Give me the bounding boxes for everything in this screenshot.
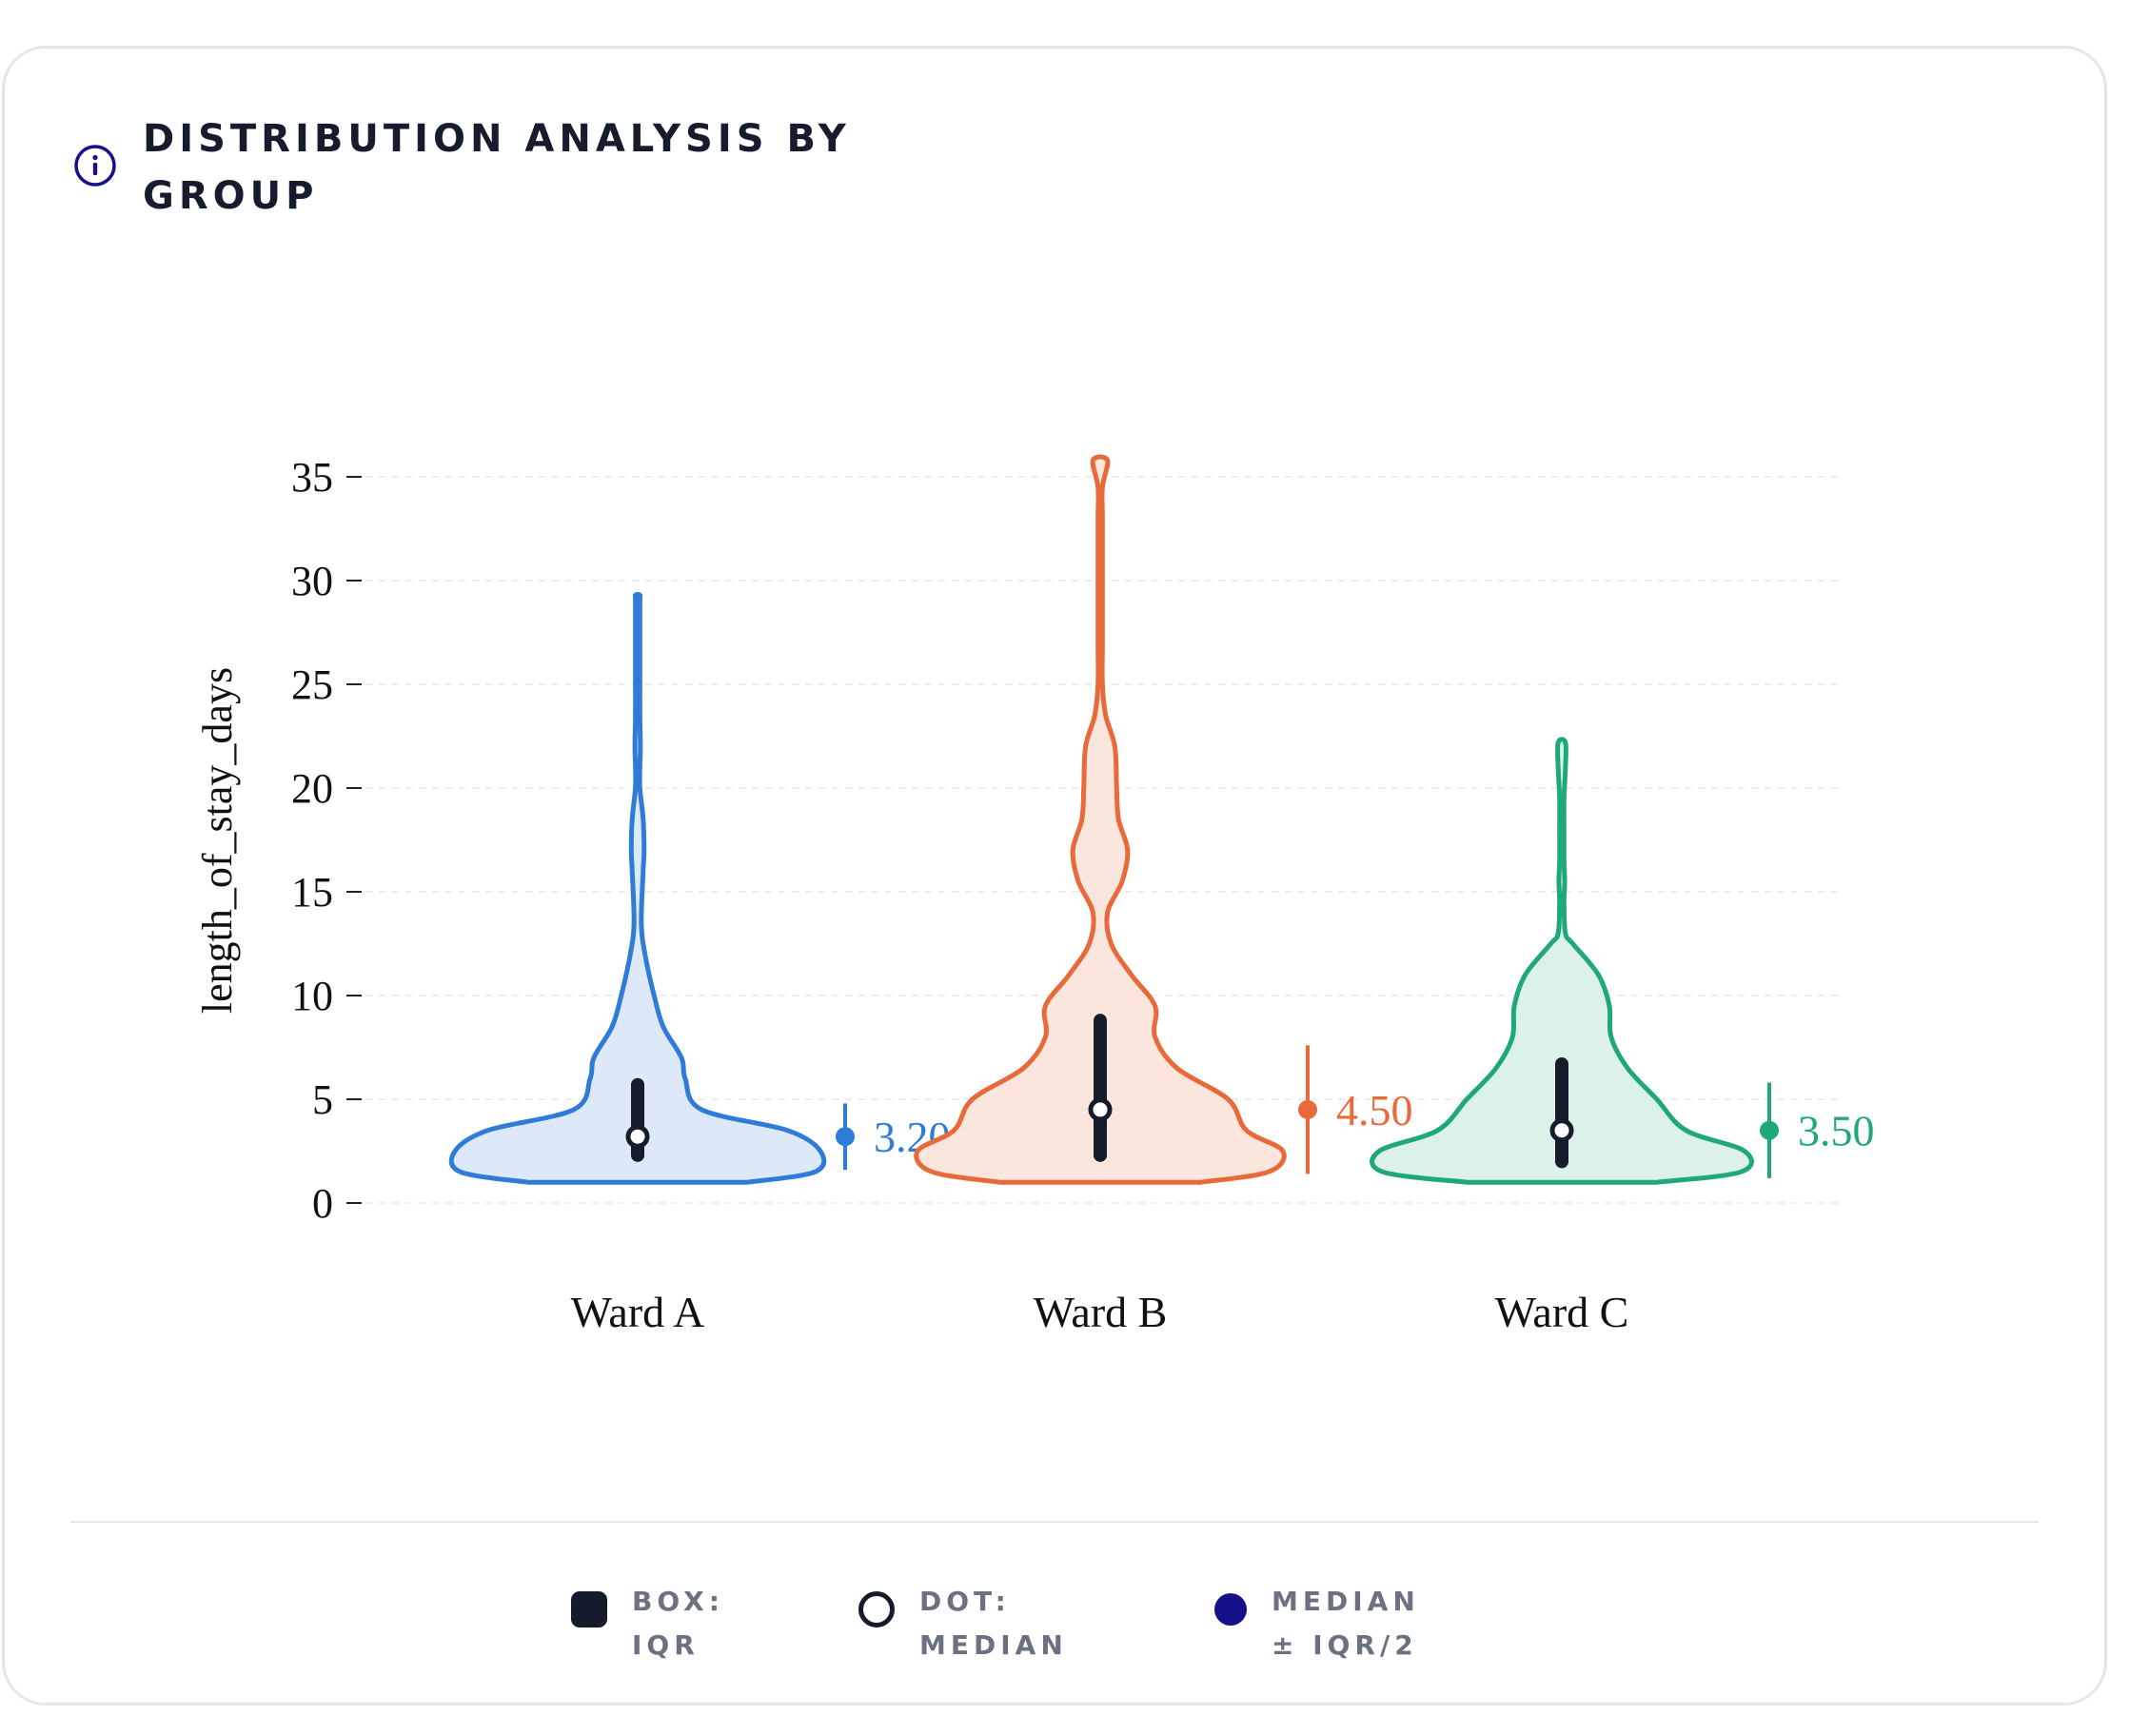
- y-tick-label: 0: [312, 1180, 333, 1227]
- violin-shape: [448, 591, 827, 1185]
- legend-median-label: MEDIAN ± IQR/2: [1272, 1586, 1420, 1661]
- median-interval-dot: [1760, 1120, 1779, 1140]
- median-interval-dot: [836, 1127, 855, 1147]
- y-tick-label: 20: [291, 765, 333, 812]
- median-interval-dot: [1298, 1099, 1317, 1119]
- card-header: DISTRIBUTION ANALYSIS BY GROUP: [70, 110, 866, 225]
- x-category-label: Ward B: [1034, 1288, 1168, 1336]
- chart-card: [2, 46, 2107, 1706]
- legend-dot-label: DOT: MEDIAN: [919, 1586, 1068, 1661]
- legend-box-label: BOX: IQR: [632, 1586, 724, 1661]
- violin-shape: [1370, 737, 1754, 1185]
- chart-title: DISTRIBUTION ANALYSIS BY GROUP: [143, 117, 851, 218]
- median-dot: [1088, 1097, 1113, 1122]
- legend-item-median: MEDIAN ± IQR/2: [1214, 1586, 1452, 1667]
- info-circle-icon[interactable]: [70, 141, 120, 190]
- y-tick-label: 30: [291, 558, 333, 604]
- median-dot: [1549, 1118, 1574, 1143]
- y-tick-label: 25: [291, 661, 333, 708]
- legend-dot-swatch: [858, 1591, 895, 1628]
- x-category-label: Ward A: [571, 1288, 705, 1336]
- x-category-label: Ward C: [1495, 1288, 1629, 1336]
- legend-divider: [70, 1521, 2039, 1523]
- violin-shape: [914, 454, 1287, 1185]
- legend-item-dot: DOT: MEDIAN: [858, 1586, 1072, 1667]
- median-value-label: 3.50: [1798, 1107, 1875, 1155]
- legend-median-swatch: [1214, 1593, 1247, 1626]
- y-tick-label: 35: [291, 454, 333, 501]
- legend-item-box: BOX: IQR: [571, 1586, 746, 1667]
- legend-box-swatch: [571, 1591, 607, 1628]
- y-axis-label: length_of_stay_days: [194, 667, 241, 1014]
- y-tick-label: 15: [291, 869, 333, 916]
- median-dot: [625, 1124, 650, 1149]
- y-tick-label: 10: [291, 973, 333, 1019]
- y-tick-label: 5: [312, 1076, 333, 1123]
- median-value-label: 4.50: [1336, 1086, 1413, 1134]
